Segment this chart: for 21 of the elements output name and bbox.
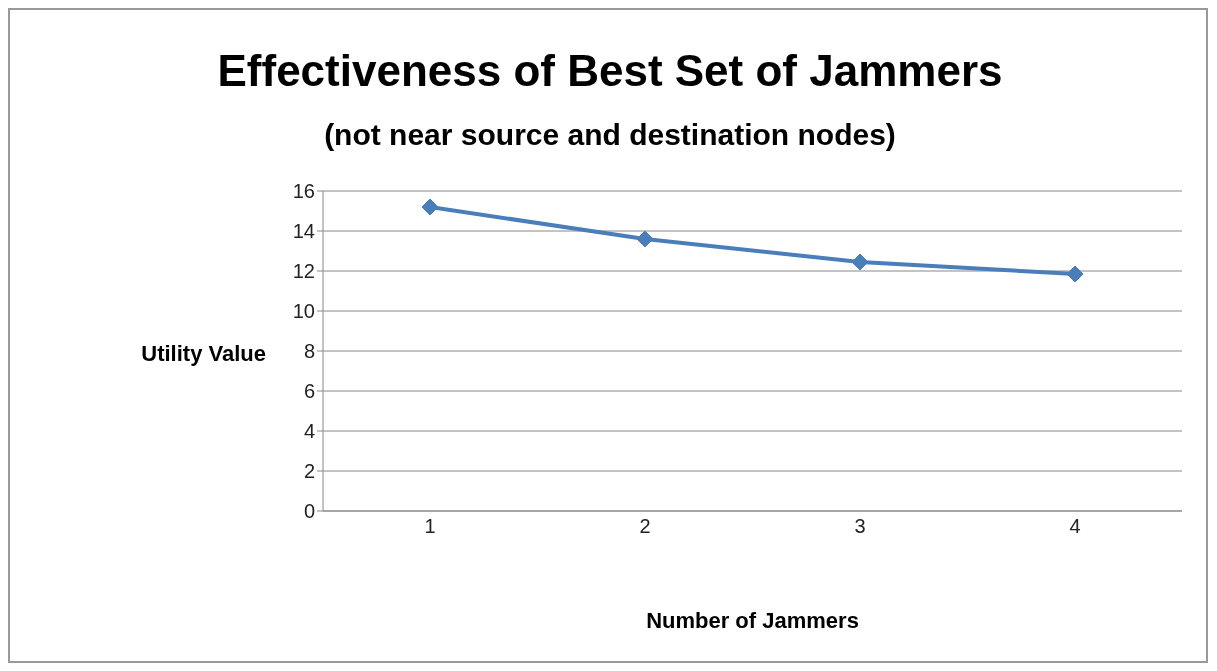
- y-tick-label: 4: [303, 420, 315, 443]
- x-tick-label: 4: [1069, 515, 1081, 538]
- point: [421, 198, 439, 216]
- y-tick-label: 6: [303, 380, 315, 403]
- point: [1066, 265, 1084, 283]
- y-tick-label: 2: [303, 460, 315, 483]
- y-tick-label: 10: [292, 300, 315, 323]
- chart-title: Effectiveness of Best Set of Jammers: [216, 46, 1004, 96]
- y-tick-label: 16: [292, 180, 315, 203]
- point: [851, 253, 869, 271]
- y-axis-title: Utility Value: [141, 341, 266, 367]
- x-axis-title: Number of Jammers: [645, 608, 860, 634]
- point: [636, 230, 654, 248]
- x-tick-label: 3: [854, 515, 866, 538]
- y-tick-label: 12: [292, 260, 315, 283]
- x-tick-label: 1: [424, 515, 436, 538]
- y-tick-label: 14: [292, 220, 315, 243]
- x-tick-label: 2: [639, 515, 651, 538]
- y-tick-label: 8: [303, 340, 315, 363]
- y-tick-label: 0: [303, 500, 315, 523]
- chart-subtitle: (not near source and destination nodes): [323, 118, 897, 152]
